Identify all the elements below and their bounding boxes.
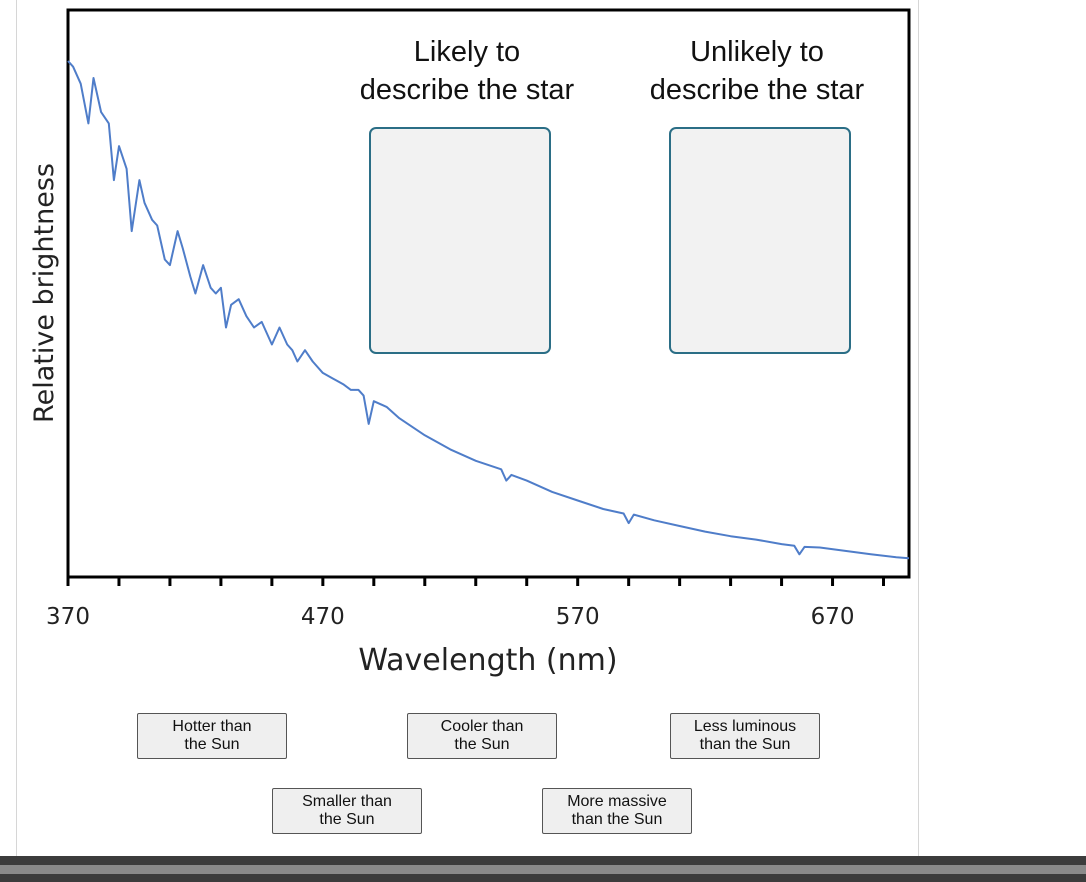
spectrum-line (67, 60, 910, 560)
x-tick-label: 370 (46, 604, 90, 630)
chip-smaller-than-sun[interactable]: Smaller than the Sun (272, 788, 422, 834)
x-tick-label: 670 (811, 604, 855, 630)
x-axis-label: Wavelength (nm) (358, 643, 617, 678)
likely-title-line2: describe the star (359, 74, 575, 106)
y-axis-label: Relative brightness (29, 163, 60, 423)
unlikely-title-line1: Unlikely to (690, 36, 824, 68)
likely-zone-title: Likely to describe the star (337, 33, 597, 109)
likely-title-line1: Likely to (413, 36, 521, 68)
chip-hotter-than-sun[interactable]: Hotter than the Sun (137, 713, 287, 759)
unlikely-title-line2: describe the star (649, 74, 865, 106)
chip-more-massive-than-sun[interactable]: More massive than the Sun (542, 788, 692, 834)
x-tick-label: 470 (301, 604, 345, 630)
scrollbar-track[interactable] (0, 865, 1086, 874)
unlikely-drop-zone[interactable] (669, 127, 851, 354)
activity-panel: 370 470 570 670 Wavelength (nm) Relative br… (16, 0, 919, 856)
unlikely-zone-title: Unlikely to describe the star (627, 33, 887, 109)
bottom-scrollbar[interactable] (0, 856, 1086, 882)
x-tick-label: 570 (556, 604, 600, 630)
chip-less-luminous-than-sun[interactable]: Less luminous than the Sun (670, 713, 820, 759)
chip-cooler-than-sun[interactable]: Cooler than the Sun (407, 713, 557, 759)
likely-drop-zone[interactable] (369, 127, 551, 354)
